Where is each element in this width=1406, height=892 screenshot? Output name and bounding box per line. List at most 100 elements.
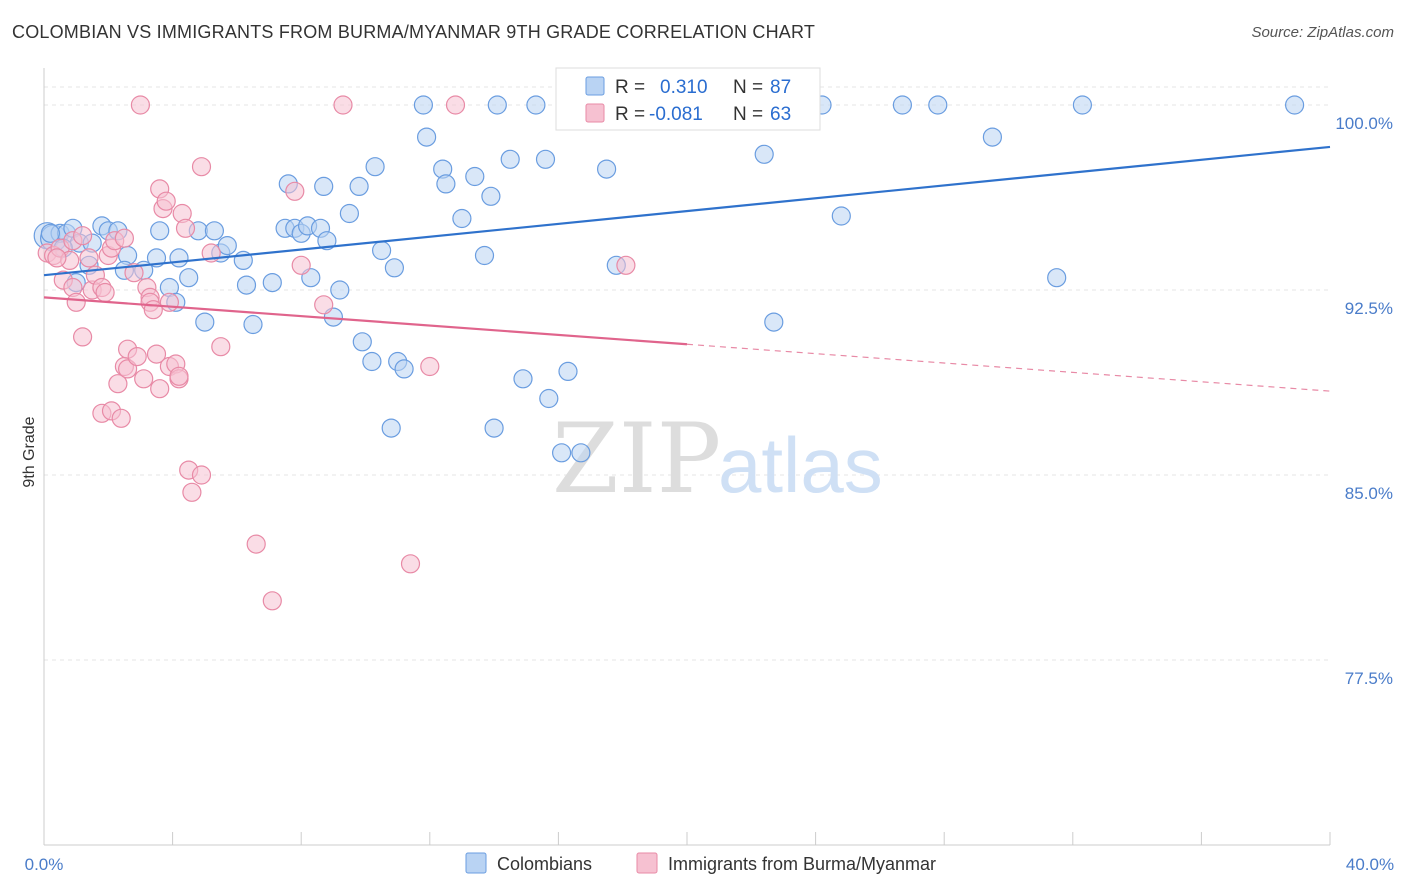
- data-point: [66, 292, 86, 312]
- data-point: [1047, 268, 1067, 288]
- data-point: [72, 327, 93, 347]
- watermark: ZIP atlas: [552, 403, 883, 515]
- data-point: [535, 149, 556, 169]
- legend-swatch-burma: [585, 103, 605, 123]
- legend-n-value-1: 63: [770, 104, 791, 125]
- data-point: [500, 149, 520, 169]
- trend-line-burma-extension: [686, 343, 1331, 392]
- data-point: [330, 280, 350, 300]
- data-point: [156, 191, 176, 211]
- data-point: [262, 273, 282, 293]
- data-point: [436, 174, 456, 194]
- data-point: [211, 337, 231, 357]
- data-point: [182, 482, 202, 502]
- trend-lines: [43, 145, 1331, 392]
- data-point: [372, 240, 392, 261]
- data-point: [124, 263, 144, 283]
- data-point: [314, 295, 334, 315]
- y-tick-label: 77.5%: [1345, 669, 1393, 688]
- data-point: [291, 255, 311, 275]
- data-point: [381, 418, 401, 438]
- x-tick-label-max: 40.0%: [1346, 855, 1394, 874]
- data-point: [150, 221, 170, 241]
- y-axis-title: 9th Grade: [21, 416, 38, 487]
- data-point: [452, 208, 472, 229]
- legend-r-value-0: 0.310: [660, 77, 708, 98]
- x-ticks: [43, 832, 1331, 845]
- data-point: [384, 258, 404, 278]
- data-point: [465, 166, 485, 187]
- data-point: [339, 203, 359, 224]
- data-point: [445, 95, 466, 115]
- data-point: [1072, 95, 1093, 115]
- data-point: [150, 379, 170, 399]
- trend-line-burma: [43, 296, 688, 346]
- legend-swatch-colombians: [585, 76, 605, 96]
- legend-n-label-0: N =: [733, 77, 763, 98]
- gridlines: [44, 86, 1330, 661]
- data-point: [127, 347, 147, 367]
- data-point: [47, 248, 67, 268]
- data-point: [262, 591, 282, 611]
- data-point: [571, 443, 591, 463]
- data-point: [111, 408, 131, 428]
- legend-n-label-1: N =: [733, 104, 763, 125]
- bottom-legend: Colombians Immigrants from Burma/Myanmar: [465, 852, 936, 874]
- data-point: [108, 374, 128, 394]
- chart-source: Source: ZipAtlas.com: [1251, 24, 1394, 41]
- legend-r-label-1: R =: [615, 104, 645, 125]
- bottom-legend-label-colombians: Colombians: [497, 854, 592, 874]
- data-point: [928, 95, 948, 115]
- data-point: [169, 248, 189, 268]
- data-point: [236, 275, 257, 295]
- bottom-legend-swatch-burma: [636, 852, 658, 874]
- data-point: [420, 356, 440, 377]
- data-point: [892, 95, 913, 115]
- data-point: [513, 369, 533, 389]
- data-point: [764, 312, 784, 332]
- legend-n-value-0: 87: [770, 77, 791, 98]
- data-point: [175, 218, 196, 238]
- data-point: [195, 312, 215, 332]
- data-point: [40, 223, 61, 243]
- data-point: [487, 95, 507, 115]
- data-point: [317, 231, 337, 251]
- data-point: [352, 332, 372, 352]
- legend: R = 0.310 N = 87 R = -0.081 N = 63: [555, 67, 821, 131]
- data-point: [417, 127, 437, 147]
- data-point: [285, 181, 305, 201]
- data-point: [179, 268, 199, 288]
- data-point: [558, 361, 578, 381]
- legend-r-label-0: R =: [615, 77, 645, 98]
- data-point: [349, 176, 369, 196]
- data-point: [616, 255, 636, 275]
- data-point: [191, 465, 212, 485]
- trend-line-colombians: [43, 145, 1331, 277]
- data-point: [474, 245, 495, 266]
- data-point: [982, 127, 1003, 147]
- data-point: [72, 226, 93, 246]
- y-tick-label: 92.5%: [1345, 299, 1393, 318]
- data-point: [191, 157, 212, 177]
- y-tick-label: 85.0%: [1345, 484, 1393, 503]
- data-point: [596, 159, 617, 179]
- data-point: [1284, 95, 1305, 115]
- data-point: [484, 418, 504, 438]
- data-point: [551, 443, 572, 463]
- data-point: [831, 206, 851, 226]
- data-point: [114, 228, 135, 248]
- data-point: [246, 534, 266, 554]
- data-point: [539, 388, 559, 409]
- data-point: [314, 176, 334, 196]
- data-point: [146, 344, 167, 364]
- bottom-legend-swatch-colombians: [465, 852, 487, 874]
- watermark-atlas: atlas: [718, 421, 883, 509]
- legend-r-value-1: -0.081: [649, 104, 703, 125]
- data-point: [79, 248, 99, 268]
- data-point: [169, 366, 189, 386]
- data-point: [146, 248, 167, 268]
- y-tick-label: 100.0%: [1335, 114, 1393, 133]
- data-point: [134, 369, 154, 389]
- y-tick-labels: 100.0% 92.5% 85.0% 77.5%: [1335, 114, 1393, 688]
